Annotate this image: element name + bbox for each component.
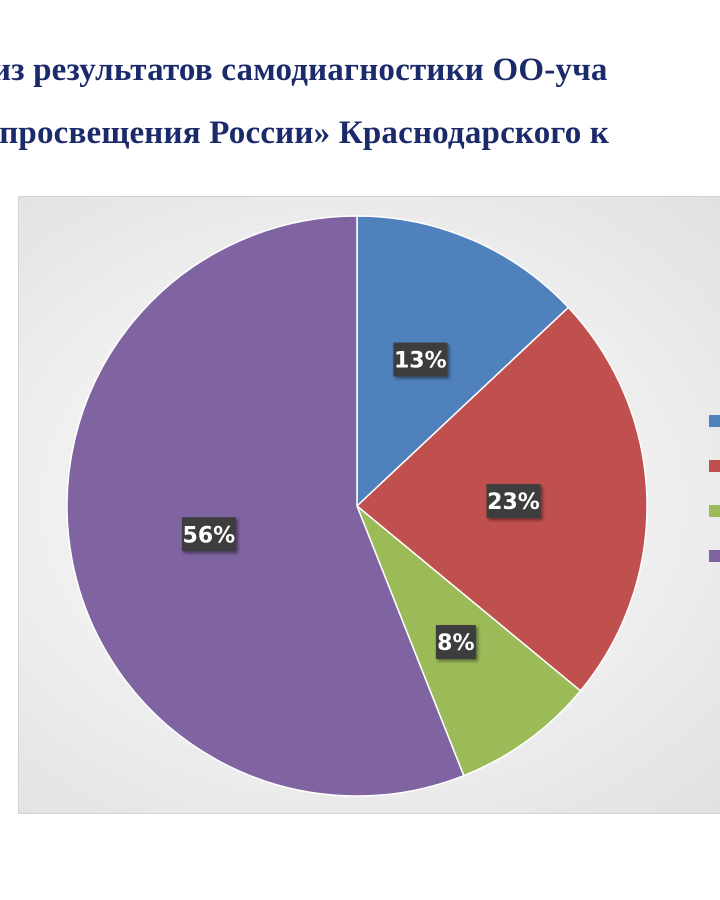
- legend-key-3: [709, 505, 720, 517]
- data-labels: 13% 23% 8% 56%: [181, 342, 541, 660]
- pie-slices: [66, 215, 648, 797]
- data-label-text: 56%: [183, 523, 236, 548]
- data-label-text: 23%: [487, 490, 540, 515]
- data-label-2: 23%: [486, 484, 541, 519]
- pie-slice-4: [66, 215, 465, 797]
- data-label-box: [486, 484, 541, 519]
- data-label-text: 13%: [394, 349, 447, 374]
- pie-chart: 13% 23% 8% 56%: [66, 215, 648, 797]
- data-label-1: 13%: [393, 342, 448, 377]
- data-label-text: 8%: [437, 631, 474, 656]
- data-label-box: [181, 517, 236, 552]
- data-label-box: [393, 342, 448, 377]
- chart-area: 13% 23% 8% 56%: [18, 196, 720, 814]
- legend-key-1: [709, 415, 720, 427]
- pie-slice-1: [356, 215, 570, 508]
- data-label-4: 56%: [181, 517, 236, 552]
- data-label-3: 8%: [435, 625, 476, 660]
- legend-key-2: [709, 460, 720, 472]
- heading-line-1: из результатов самодиагностики ОО-уча: [0, 52, 608, 88]
- data-label-box: [435, 625, 476, 660]
- legend-key-4: [709, 550, 720, 562]
- heading-line-2: нпросвещения России» Краснодарского к: [0, 115, 610, 151]
